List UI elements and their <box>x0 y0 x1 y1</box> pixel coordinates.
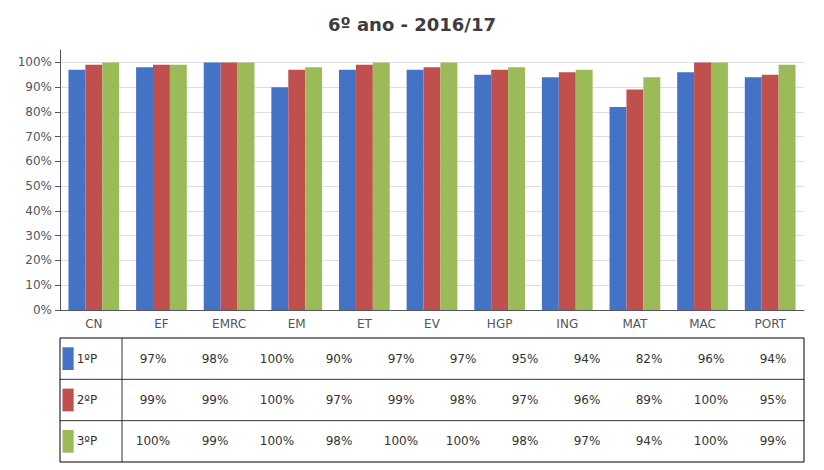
svg-text:97%: 97% <box>450 352 477 366</box>
svg-text:95%: 95% <box>512 352 539 366</box>
svg-text:82%: 82% <box>636 352 663 366</box>
svg-text:PORT: PORT <box>754 317 786 331</box>
svg-text:94%: 94% <box>760 352 787 366</box>
svg-text:CN: CN <box>85 317 102 331</box>
svg-text:97%: 97% <box>140 352 167 366</box>
svg-text:0%: 0% <box>33 303 52 317</box>
svg-text:100%: 100% <box>260 352 294 366</box>
svg-text:20%: 20% <box>25 253 52 267</box>
svg-text:10%: 10% <box>25 278 52 292</box>
svg-text:6º ano - 2016/17: 6º ano - 2016/17 <box>328 14 496 35</box>
svg-text:ING: ING <box>556 317 578 331</box>
svg-text:98%: 98% <box>326 434 353 448</box>
svg-text:94%: 94% <box>636 434 663 448</box>
svg-text:100%: 100% <box>384 434 418 448</box>
svg-text:100%: 100% <box>260 434 294 448</box>
svg-text:ET: ET <box>357 317 373 331</box>
svg-text:HGP: HGP <box>487 317 513 331</box>
svg-text:97%: 97% <box>574 434 601 448</box>
svg-text:97%: 97% <box>326 393 353 407</box>
svg-text:97%: 97% <box>388 352 415 366</box>
svg-text:99%: 99% <box>202 434 229 448</box>
svg-text:1ºP: 1ºP <box>77 352 98 366</box>
svg-text:95%: 95% <box>760 393 787 407</box>
svg-text:98%: 98% <box>512 434 539 448</box>
svg-text:100%: 100% <box>694 393 728 407</box>
svg-text:89%: 89% <box>636 393 663 407</box>
svg-text:99%: 99% <box>760 434 787 448</box>
svg-text:100%: 100% <box>694 434 728 448</box>
svg-text:97%: 97% <box>512 393 539 407</box>
svg-text:96%: 96% <box>574 393 601 407</box>
svg-text:50%: 50% <box>25 179 52 193</box>
svg-text:80%: 80% <box>25 105 52 119</box>
svg-text:100%: 100% <box>446 434 480 448</box>
svg-text:3ºP: 3ºP <box>77 434 98 448</box>
svg-text:100%: 100% <box>136 434 170 448</box>
svg-text:90%: 90% <box>25 80 52 94</box>
svg-text:96%: 96% <box>698 352 725 366</box>
svg-text:70%: 70% <box>25 130 52 144</box>
svg-text:2ºP: 2ºP <box>77 393 98 407</box>
svg-text:EF: EF <box>154 317 169 331</box>
svg-text:99%: 99% <box>388 393 415 407</box>
svg-text:98%: 98% <box>450 393 477 407</box>
svg-text:100%: 100% <box>260 393 294 407</box>
svg-text:MAC: MAC <box>689 317 716 331</box>
svg-text:98%: 98% <box>202 352 229 366</box>
svg-text:MAT: MAT <box>622 317 648 331</box>
svg-text:60%: 60% <box>25 154 52 168</box>
svg-text:94%: 94% <box>574 352 601 366</box>
svg-text:EM: EM <box>288 317 306 331</box>
svg-text:EMRC: EMRC <box>212 317 246 331</box>
svg-text:EV: EV <box>424 317 441 331</box>
svg-text:40%: 40% <box>25 204 52 218</box>
svg-text:30%: 30% <box>25 229 52 243</box>
svg-text:90%: 90% <box>326 352 353 366</box>
svg-text:99%: 99% <box>202 393 229 407</box>
svg-text:100%: 100% <box>18 55 52 69</box>
svg-text:99%: 99% <box>140 393 167 407</box>
